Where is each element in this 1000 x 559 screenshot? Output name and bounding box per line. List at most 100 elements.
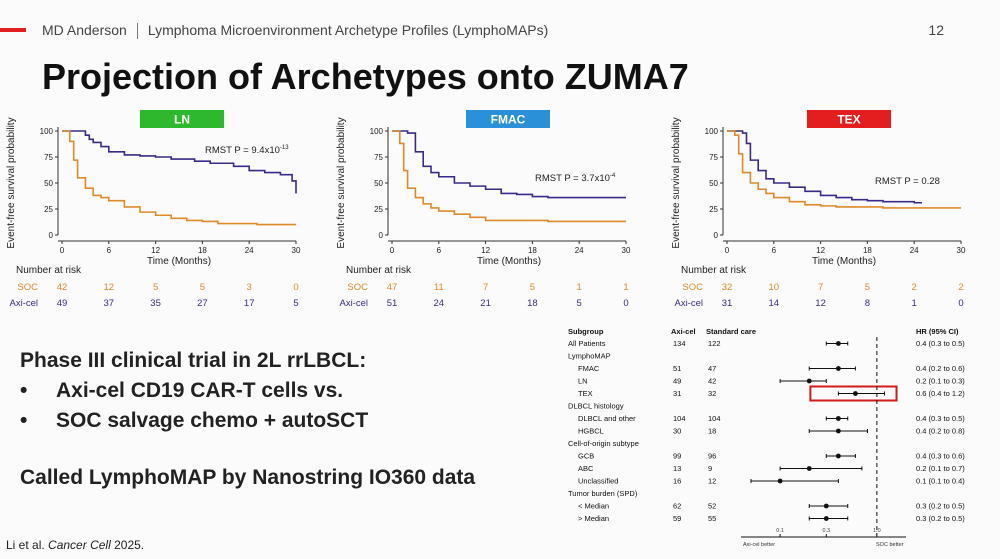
forest-row-label: HGBCL [578, 427, 604, 436]
slide-header: MD Anderson Lymphoma Microenvironment Arc… [42, 22, 548, 40]
risk-value-axicel: 5 [293, 298, 298, 309]
x-tick-label: 30 [957, 246, 966, 255]
forest-row-label: LN [578, 377, 588, 386]
citation: Li et al. Cancer Cell 2025. [6, 538, 144, 552]
forest-highlight-box [809, 385, 898, 402]
brand-accent-bar [0, 28, 26, 32]
forest-row-axicel-n: 13 [673, 464, 681, 473]
forest-point-estimate [806, 378, 812, 384]
risk-value-soc: 12 [104, 282, 115, 293]
risk-value-soc: 1 [623, 282, 628, 293]
forest-row-label: ABC [578, 464, 594, 473]
citation-journal: Cancer Cell [48, 538, 111, 552]
x-tick-label: 30 [292, 246, 301, 255]
y-tick-label: 50 [44, 179, 53, 188]
forest-row-hr-text: 0.3 (0.2 to 0.5) [916, 514, 965, 523]
x-tick-label: 12 [151, 246, 160, 255]
risk-value-axicel: 18 [527, 298, 538, 309]
forest-row-hr-text: 0.4 (0.3 to 0.5) [916, 414, 965, 423]
risk-table-title: Number at risk [681, 265, 747, 276]
x-tick-label: 6 [772, 246, 777, 255]
bullet-text: SOC salvage chemo + autoSCT [56, 409, 369, 432]
y-tick-label: 75 [44, 153, 53, 162]
x-tick-label: 12 [816, 246, 825, 255]
risk-value-axicel: 8 [865, 298, 870, 309]
y-tick-label: 25 [374, 205, 383, 214]
forest-row-soc-n: 9 [708, 464, 712, 473]
risk-value-axicel: 37 [104, 298, 115, 309]
risk-value-axicel: 27 [197, 298, 208, 309]
y-tick-label: 0 [714, 231, 719, 240]
forest-row-hr-text: 0.4 (0.3 to 0.5) [916, 339, 965, 348]
forest-soc-better-label: SOC better [876, 542, 904, 548]
risk-row-axicel-label: Axi-cel [9, 298, 38, 309]
y-tick-label: 75 [374, 153, 383, 162]
risk-value-axicel: 0 [958, 298, 963, 309]
forest-row-axicel-n: 134 [673, 339, 686, 348]
bullet-item: • SOC salvage chemo + autoSCT [20, 406, 368, 436]
forest-row-axicel-n: 62 [673, 502, 681, 511]
risk-value-soc: 2 [958, 282, 963, 293]
risk-value-soc: 32 [722, 282, 733, 293]
risk-value-axicel: 24 [434, 298, 445, 309]
risk-row-soc-label: SOC [17, 282, 38, 293]
rmst-p-value: RMST P = 9.4x10-13 [205, 145, 289, 156]
archetype-tag-label: FMAC [491, 113, 526, 127]
x-tick-label: 24 [910, 246, 919, 255]
y-tick-label: 75 [709, 153, 718, 162]
x-tick-label: 12 [481, 246, 490, 255]
risk-value-axicel: 49 [57, 298, 68, 309]
y-tick-label: 0 [49, 231, 54, 240]
x-tick-label: 18 [528, 246, 537, 255]
forest-row-soc-n: 32 [708, 389, 716, 398]
risk-value-soc: 1 [577, 282, 582, 293]
forest-row-soc-n: 55 [708, 514, 716, 523]
forest-x-tick-label: 1.0 [873, 528, 881, 534]
forest-row-soc-n: 42 [708, 377, 716, 386]
risk-value-axicel: 14 [769, 298, 780, 309]
risk-value-soc: 3 [247, 282, 252, 293]
rmst-p-value: RMST P = 3.7x10-4 [535, 173, 616, 184]
forest-row-axicel-n: 104 [673, 414, 686, 423]
forest-x-tick-label: 0.1 [776, 528, 784, 534]
forest-row-axicel-n: 51 [673, 364, 681, 373]
risk-table-title: Number at risk [16, 265, 82, 276]
forest-point-estimate [823, 503, 829, 509]
risk-value-soc: 7 [818, 282, 823, 293]
rmst-p-exponent: -4 [610, 173, 616, 179]
data-source-note: Called LymphoMAP by Nanostring IO360 dat… [20, 466, 476, 489]
y-axis-label: Event-free survival probability [6, 117, 17, 248]
x-tick-label: 0 [60, 246, 65, 255]
forest-row-label: GCB [578, 452, 594, 461]
risk-value-axicel: 35 [150, 298, 161, 309]
y-tick-label: 50 [374, 179, 383, 188]
risk-value-soc: 5 [200, 282, 205, 293]
archetype-tag-box [140, 110, 224, 128]
risk-row-soc-label: SOC [347, 282, 368, 293]
soc-curve [727, 130, 961, 209]
forest-row-label: Tumor burden (SPD) [568, 489, 638, 498]
y-tick-label: 25 [44, 205, 53, 214]
risk-value-axicel: 31 [722, 298, 733, 309]
forest-row-axicel-n: 59 [673, 514, 681, 523]
rmst-p-text: RMST P = 3.7x10 [535, 173, 610, 184]
x-tick-label: 0 [725, 246, 730, 255]
forest-row-label: Unclassified [578, 477, 618, 486]
archetype-tag-label: LN [174, 113, 190, 127]
forest-row-hr-text: 0.6 (0.4 to 1.2) [916, 389, 965, 398]
x-tick-label: 24 [575, 246, 584, 255]
x-axis-label: Time (Months) [477, 256, 541, 267]
risk-value-soc: 7 [483, 282, 488, 293]
forest-row-hr-text: 0.4 (0.2 to 0.6) [916, 364, 965, 373]
forest-point-estimate [835, 341, 841, 346]
forest-row-soc-n: 18 [708, 427, 716, 436]
archetype-tag-box [807, 110, 891, 128]
forest-axicel-better-label: Axi-cel better [743, 542, 775, 548]
risk-value-soc: 5 [865, 282, 870, 293]
risk-value-axicel: 12 [815, 298, 826, 309]
forest-x-tick-label: 0.3 [822, 528, 830, 534]
axicel-curve [62, 130, 297, 194]
forest-point-estimate [823, 516, 829, 521]
y-tick-label: 25 [709, 205, 718, 214]
